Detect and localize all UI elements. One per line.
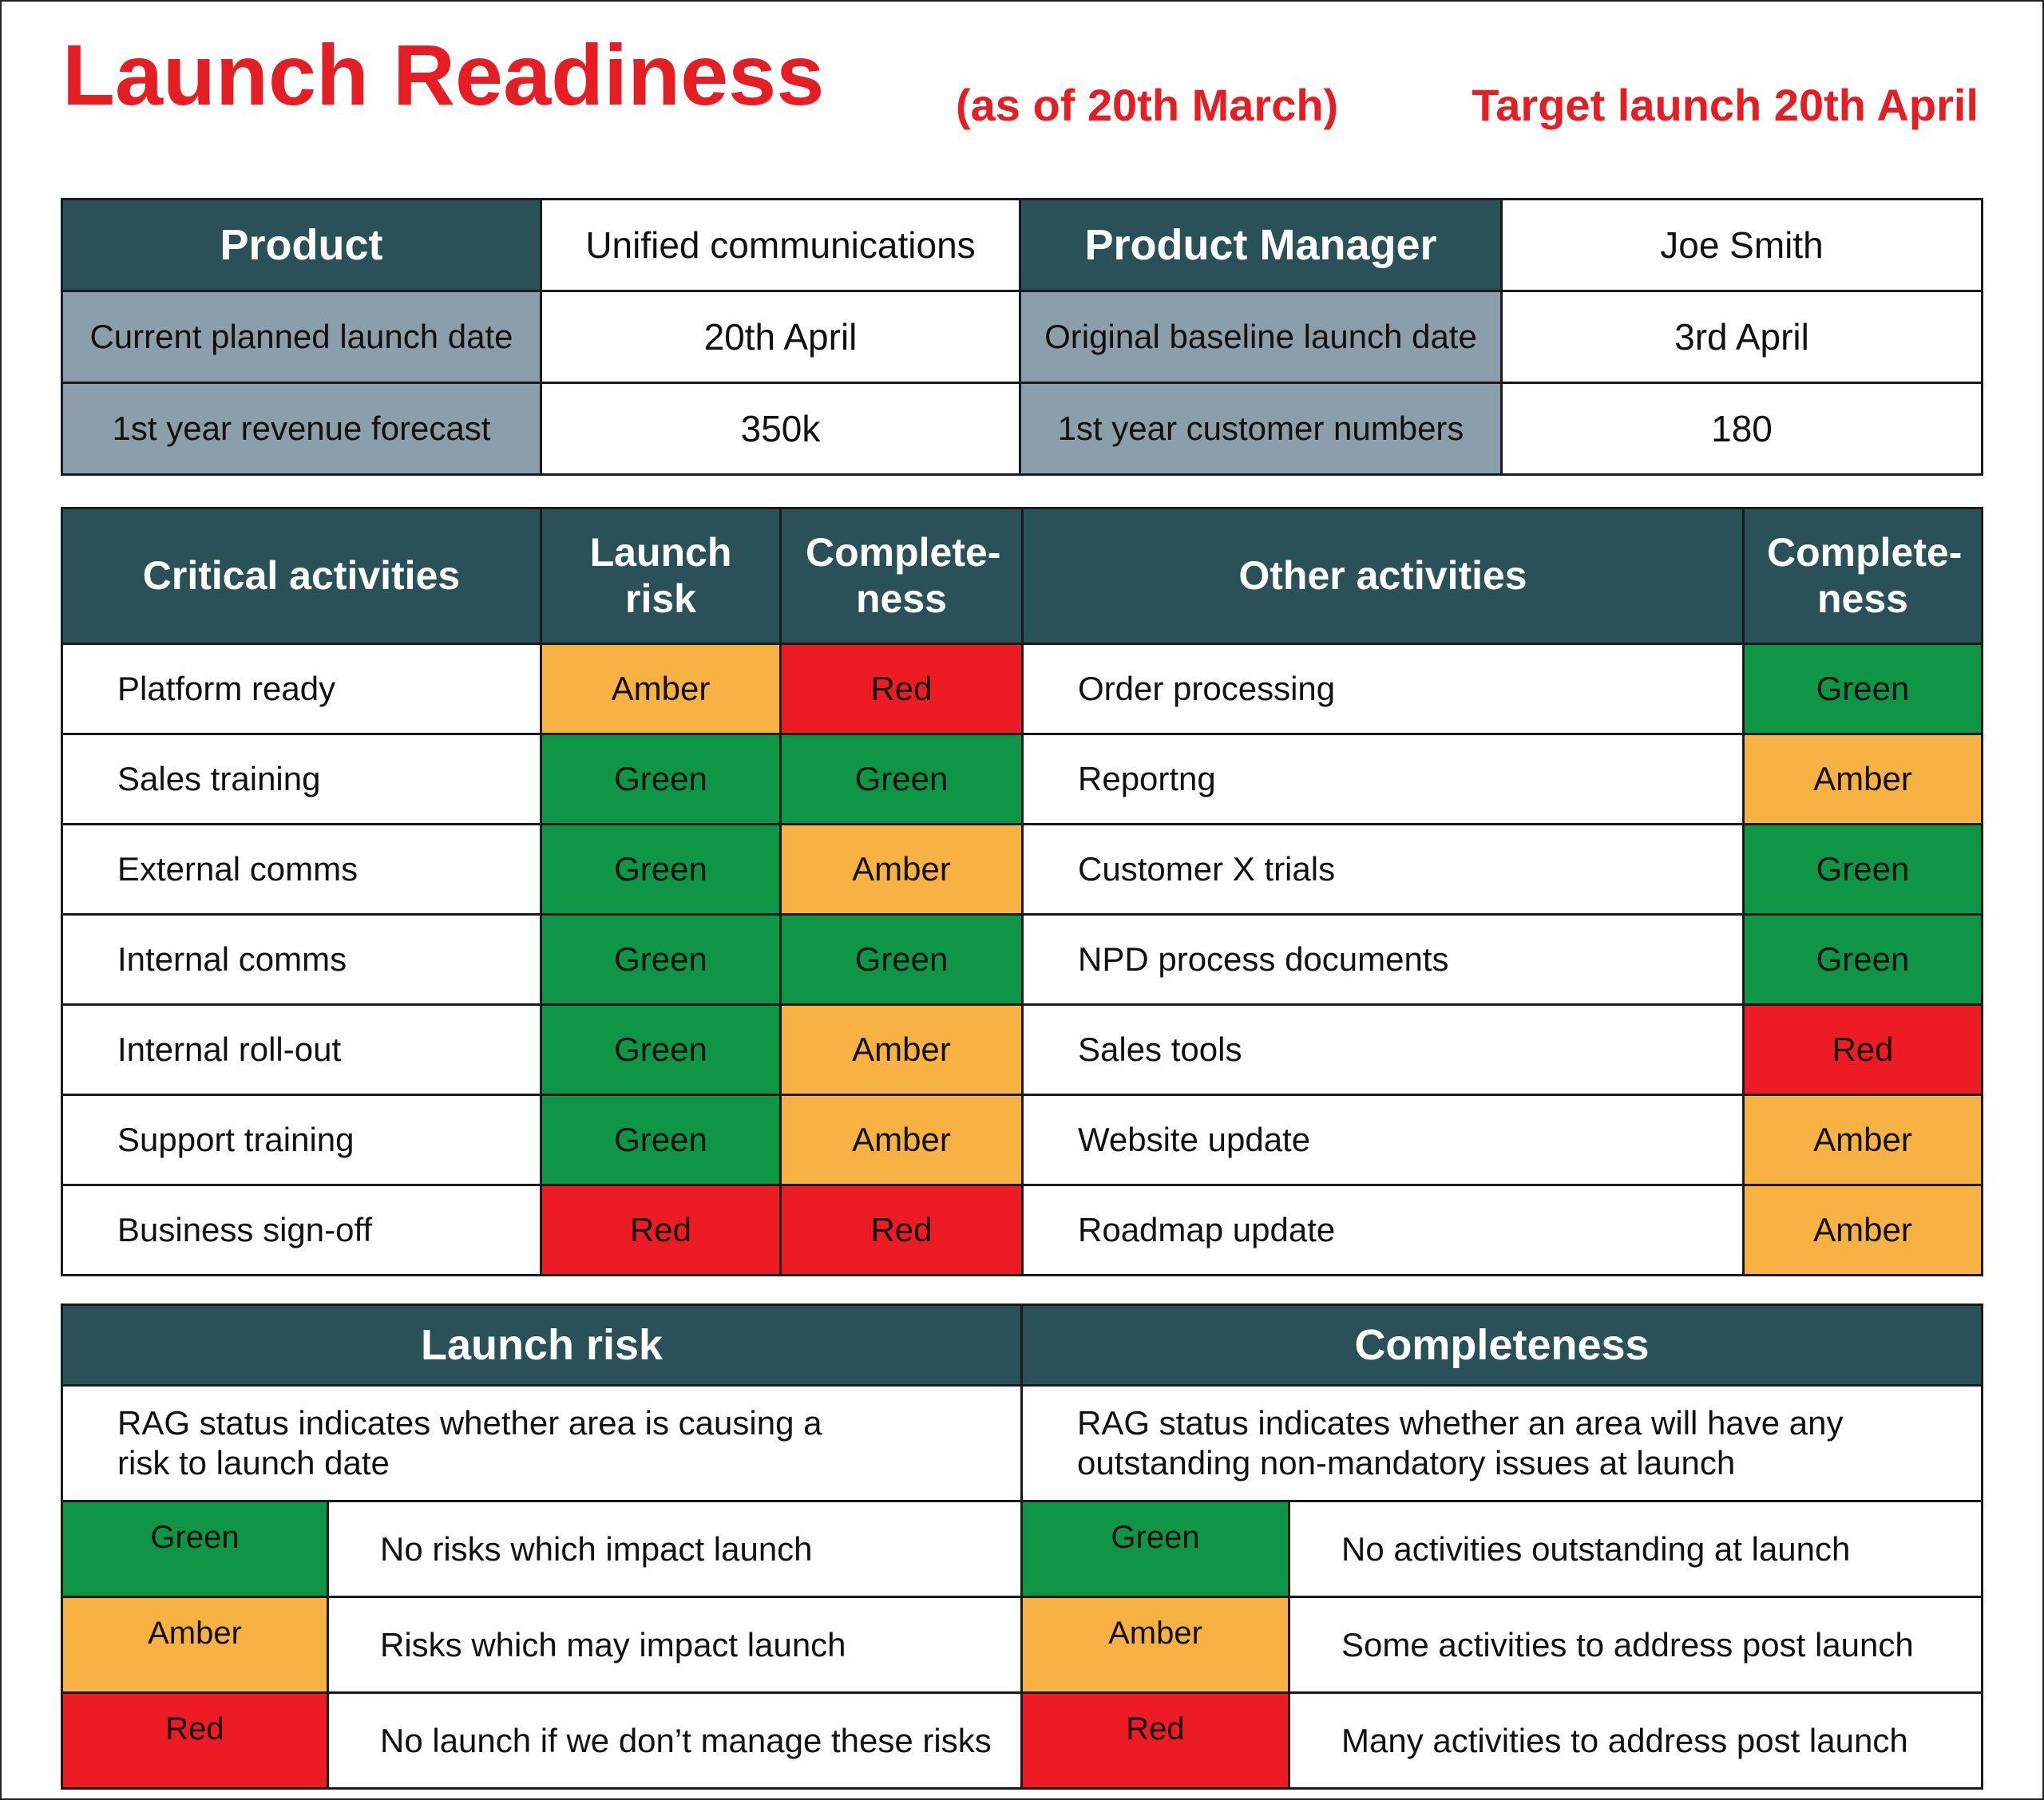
activity-row: Business sign-off Red Red Roadmap update… <box>61 1184 1983 1276</box>
completeness-status: Red <box>779 643 1024 735</box>
target-launch: Target launch 20th April <box>1472 80 1979 130</box>
activity-row: Support training Green Amber Website upd… <box>61 1094 1983 1186</box>
legend-completeness-amber-text: Some activities to address post launch <box>1288 1596 1983 1694</box>
legend-completeness-title: Completeness <box>1020 1304 1983 1387</box>
product-info-table: Product Unified communications Product M… <box>61 198 1983 476</box>
legend-risk-amber-swatch: Amber <box>61 1596 329 1694</box>
completeness-status: Green <box>779 913 1024 1006</box>
critical-activity-name: External comms <box>61 823 542 916</box>
launch-risk-status: Green <box>540 823 782 916</box>
activity-row: Internal comms Green Green NPD process d… <box>61 913 1983 1006</box>
activities-table: Critical activities Launch risk Complete… <box>61 507 1983 1276</box>
revenue-forecast-label: 1st year revenue forecast <box>61 382 542 476</box>
other-activities-header: Other activities <box>1021 507 1745 645</box>
completeness-header-text: Complete-ness <box>806 530 1001 621</box>
legend-completeness-description-text: RAG status indicates whether an area wil… <box>1077 1403 1844 1482</box>
legend-launch-risk-description-text: RAG status indicates whether area is cau… <box>117 1403 822 1482</box>
completeness-status: Green <box>779 733 1024 825</box>
other-completeness-status: Green <box>1742 823 1983 916</box>
other-completeness-status: Green <box>1742 913 1983 1006</box>
legend-risk-green-swatch: Green <box>61 1500 329 1598</box>
other-activity-name: Roadmap update <box>1021 1184 1745 1276</box>
baseline-launch-value: 3rd April <box>1500 290 1983 384</box>
critical-activity-name: Sales training <box>61 733 542 825</box>
other-activity-name: Customer X trials <box>1021 823 1745 916</box>
product-manager-label: Product Manager <box>1019 198 1503 292</box>
launch-risk-status: Green <box>540 733 782 825</box>
legend-risk-red-swatch: Red <box>61 1691 329 1790</box>
revenue-forecast-value: 350k <box>540 382 1021 476</box>
critical-activity-name: Business sign-off <box>61 1184 542 1276</box>
other-activity-name: Website update <box>1021 1094 1745 1186</box>
product-value: Unified communications <box>540 198 1021 292</box>
other-completeness-status: Amber <box>1742 1094 1983 1186</box>
completeness-status: Amber <box>779 1003 1024 1096</box>
product-manager-value: Joe Smith <box>1500 198 1983 292</box>
other-activity-name: Order processing <box>1021 643 1745 735</box>
launch-risk-status: Green <box>540 913 782 1006</box>
product-label: Product <box>61 198 542 292</box>
launch-risk-status: Red <box>540 1184 782 1276</box>
legend-completeness-red-swatch: Red <box>1020 1691 1290 1790</box>
other-activity-name: NPD process documents <box>1021 913 1745 1006</box>
activity-row: External comms Green Amber Customer X tr… <box>61 823 1983 916</box>
legend-risk-amber-text: Risks which may impact launch <box>327 1596 1023 1694</box>
legend-launch-risk-description: RAG status indicates whether area is cau… <box>61 1384 1023 1502</box>
baseline-launch-label: Original baseline launch date <box>1019 290 1503 384</box>
legend-completeness-red-text: Many activities to address post launch <box>1288 1691 1983 1790</box>
page-title: Launch Readiness <box>62 26 825 123</box>
completeness-header: Complete-ness <box>779 507 1024 645</box>
customer-numbers-label: 1st year customer numbers <box>1019 382 1503 476</box>
completeness-status: Amber <box>779 823 1024 916</box>
launch-risk-header: Launch risk <box>540 507 782 645</box>
critical-activity-name: Internal roll-out <box>61 1003 542 1096</box>
other-completeness-status: Amber <box>1742 1184 1983 1276</box>
activity-row: Internal roll-out Green Amber Sales tool… <box>61 1003 1983 1096</box>
launch-risk-status: Green <box>540 1094 782 1186</box>
legend-completeness-description: RAG status indicates whether an area wil… <box>1020 1384 1983 1502</box>
launch-risk-header-text: Launch risk <box>589 530 732 621</box>
planned-launch-label: Current planned launch date <box>61 290 542 384</box>
critical-activity-name: Platform ready <box>61 643 542 735</box>
legend-risk-green-text: No risks which impact launch <box>327 1500 1023 1598</box>
launch-risk-status: Amber <box>540 643 782 735</box>
customer-numbers-value: 180 <box>1500 382 1983 476</box>
legend-completeness-amber-swatch: Amber <box>1020 1596 1290 1694</box>
legend-launch-risk-title: Launch risk <box>61 1304 1023 1387</box>
critical-activities-header: Critical activities <box>61 507 542 645</box>
other-completeness-header-text: Complete-ness <box>1767 530 1963 621</box>
legend-completeness-green-text: No activities outstanding at launch <box>1288 1500 1983 1598</box>
rag-legend-table: Launch risk Completeness RAG status indi… <box>61 1304 1983 1790</box>
other-completeness-header: Complete-ness <box>1742 507 1983 645</box>
legend-risk-red-text: No launch if we don’t manage these risks <box>327 1691 1023 1790</box>
completeness-status: Amber <box>779 1094 1024 1186</box>
launch-risk-status: Green <box>540 1003 782 1096</box>
other-completeness-status: Red <box>1742 1003 1983 1096</box>
completeness-status: Red <box>779 1184 1024 1276</box>
other-completeness-status: Green <box>1742 643 1983 735</box>
planned-launch-value: 20th April <box>540 290 1021 384</box>
other-completeness-status: Amber <box>1742 733 1983 825</box>
legend-completeness-green-swatch: Green <box>1020 1500 1290 1598</box>
other-activity-name: Sales tools <box>1021 1003 1745 1096</box>
other-activity-name: Reportng <box>1021 733 1745 825</box>
activity-row: Sales training Green Green Reportng Ambe… <box>61 733 1983 825</box>
critical-activity-name: Internal comms <box>61 913 542 1006</box>
as-of-date: (as of 20th March) <box>956 80 1339 130</box>
critical-activity-name: Support training <box>61 1094 542 1186</box>
activity-row: Platform ready Amber Red Order processin… <box>61 643 1983 735</box>
